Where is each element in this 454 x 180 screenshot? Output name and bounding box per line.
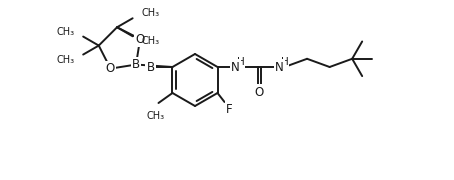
Text: O: O: [106, 62, 115, 75]
Text: O: O: [254, 86, 264, 98]
Text: CH₃: CH₃: [147, 111, 164, 121]
Text: B: B: [132, 58, 140, 71]
Text: CH₃: CH₃: [141, 8, 159, 18]
Text: O: O: [135, 33, 145, 46]
Text: CH₃: CH₃: [56, 55, 74, 65]
Text: CH₃: CH₃: [56, 27, 74, 37]
Text: N: N: [231, 60, 240, 73]
Text: H: H: [281, 57, 288, 67]
Text: CH₃: CH₃: [141, 36, 159, 46]
Text: B: B: [147, 60, 154, 73]
Text: H: H: [237, 57, 244, 67]
Text: F: F: [226, 102, 233, 116]
Text: N: N: [275, 60, 284, 73]
